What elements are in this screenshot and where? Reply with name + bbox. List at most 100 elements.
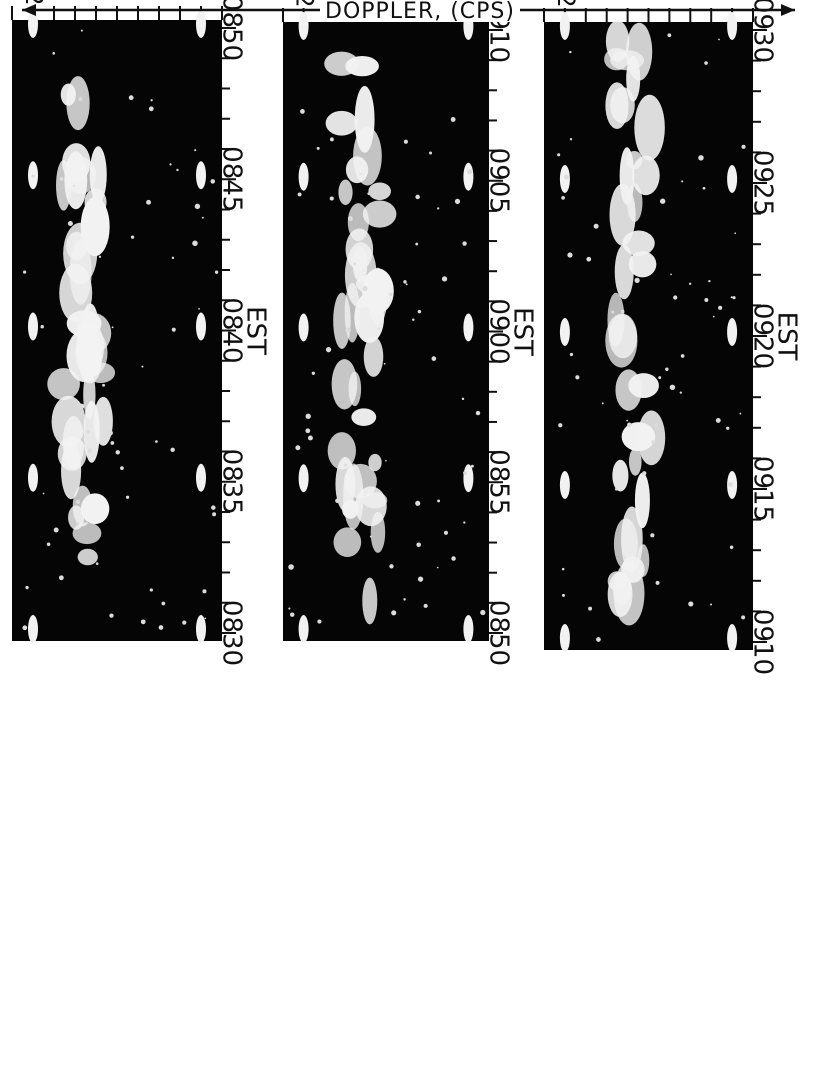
echo-blob: [621, 422, 656, 452]
noise-speck: [593, 223, 599, 229]
calibration-marker: [463, 464, 474, 493]
noise-speck: [359, 173, 362, 176]
noise-speck: [150, 99, 153, 102]
noise-speck: [347, 216, 353, 222]
noise-speck: [673, 295, 678, 300]
noise-speck: [726, 426, 730, 430]
calibration-marker: [463, 162, 474, 191]
echo-blob: [604, 47, 629, 71]
noise-speck: [734, 232, 737, 235]
time-tick-label: 0915: [748, 456, 778, 522]
noise-speck: [176, 168, 179, 172]
calibration-marker: [196, 463, 206, 492]
doppler-tick-label: +2: [552, 0, 580, 8]
noise-speck: [52, 52, 56, 55]
noise-speck: [87, 448, 92, 453]
noise-speck: [25, 585, 29, 590]
noise-speck: [710, 603, 713, 606]
noise-speck: [329, 196, 334, 201]
noise-speck: [329, 137, 334, 142]
noise-speck: [389, 292, 393, 296]
noise-speck: [642, 471, 647, 476]
noise-speck: [561, 567, 565, 571]
calibration-marker: [727, 318, 738, 346]
noise-speck: [470, 464, 474, 468]
noise-speck: [416, 542, 421, 548]
echo-blob: [66, 231, 88, 261]
noise-speck: [732, 296, 736, 300]
noise-speck: [115, 450, 120, 455]
noise-speck: [437, 499, 441, 503]
noise-speck: [650, 533, 655, 538]
echo-blob: [57, 436, 87, 471]
noise-speck: [86, 429, 90, 434]
noise-speck: [412, 318, 415, 322]
echo-blob: [362, 200, 397, 228]
noise-speck: [659, 198, 666, 204]
echo-blob: [72, 522, 102, 545]
noise-speck: [98, 255, 102, 258]
noise-speck: [688, 601, 694, 607]
noise-speck: [194, 149, 197, 152]
noise-speck: [59, 177, 64, 181]
echo-blob: [622, 230, 655, 256]
arrow-left-icon: [22, 4, 36, 16]
noise-speck: [73, 184, 75, 187]
noise-speck: [451, 556, 456, 561]
calibration-marker: [298, 313, 309, 342]
noise-speck: [561, 196, 565, 200]
calibration-marker: [298, 162, 309, 191]
noise-speck: [40, 324, 44, 329]
noise-speck: [125, 495, 130, 499]
echo-blob: [324, 51, 359, 76]
noise-speck: [128, 95, 134, 101]
calibration-marker: [559, 624, 570, 652]
time-tick-label: 0905: [484, 148, 514, 214]
noise-speck: [109, 613, 114, 618]
time-tick-label: 0925: [748, 150, 778, 216]
noise-speck: [155, 440, 158, 443]
noise-speck: [569, 50, 572, 54]
time-tick-label: 0845: [217, 146, 247, 212]
panel-2-film: [283, 22, 489, 641]
echo-blob: [348, 371, 362, 407]
noise-speck: [467, 169, 473, 175]
noise-speck: [391, 610, 397, 616]
time-tick-label: 0910: [748, 609, 778, 675]
noise-speck: [385, 459, 387, 462]
noise-speck: [204, 617, 207, 620]
calibration-marker: [196, 312, 206, 341]
noise-speck: [431, 356, 437, 361]
noise-speck: [730, 296, 733, 299]
echo-blob: [354, 86, 375, 153]
noise-speck: [146, 199, 151, 205]
time-tick-label: 0835: [217, 449, 247, 515]
noise-speck: [569, 138, 573, 141]
echo-blob: [83, 369, 96, 420]
noise-speck: [111, 326, 114, 329]
echo-blob: [613, 573, 632, 606]
noise-speck: [405, 283, 408, 286]
calibration-marker: [298, 464, 309, 493]
noise-speck: [681, 180, 684, 183]
noise-speck: [654, 423, 659, 428]
noise-speck: [95, 562, 99, 565]
noise-speck: [110, 441, 115, 445]
noise-speck: [102, 412, 107, 417]
noise-speck: [161, 601, 166, 606]
noise-speck: [211, 505, 216, 510]
echo-blob: [333, 527, 362, 558]
calibration-marker: [28, 463, 38, 492]
noise-speck: [620, 309, 625, 314]
noise-speck: [680, 354, 685, 358]
noise-speck: [317, 619, 322, 624]
noise-speck: [169, 163, 172, 166]
noise-speck: [201, 216, 204, 219]
calibration-marker: [727, 165, 738, 193]
noise-speck: [288, 564, 294, 570]
noise-speck: [463, 521, 466, 524]
echo-blob: [362, 492, 388, 509]
noise-speck: [67, 221, 73, 227]
